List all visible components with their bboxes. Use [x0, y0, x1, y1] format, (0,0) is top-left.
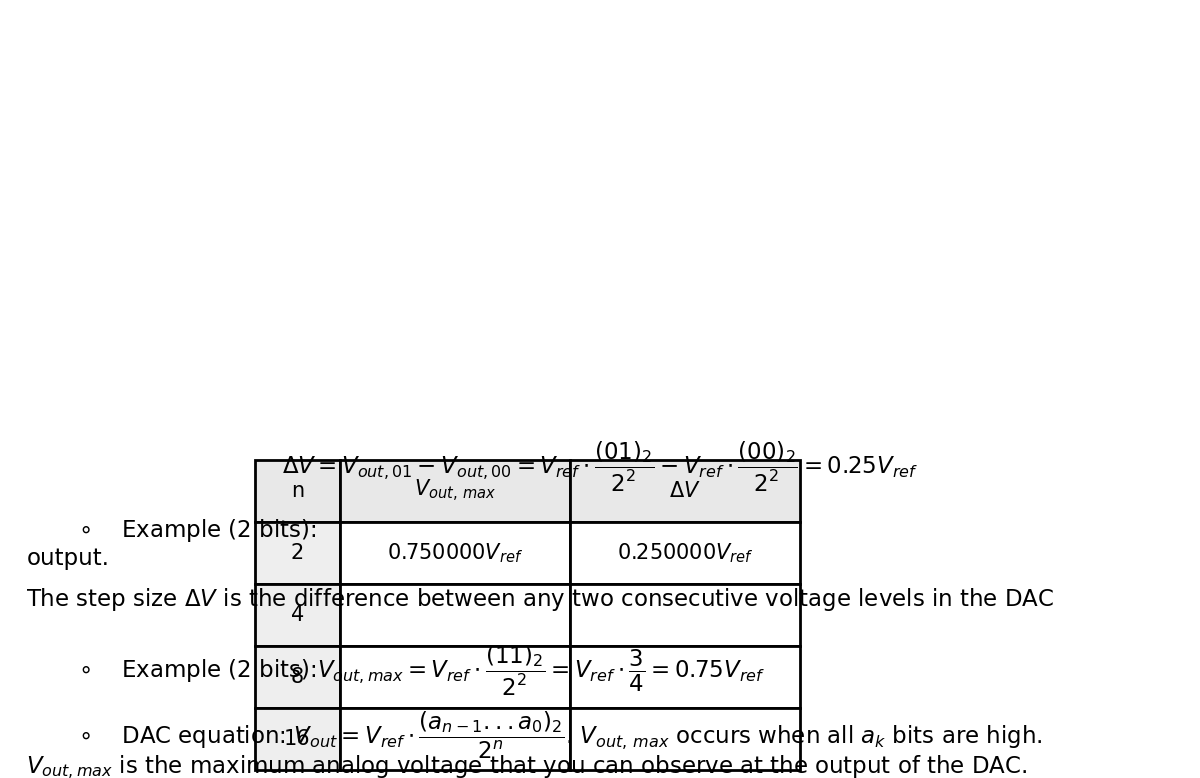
Bar: [256, 522, 340, 584]
Text: $\Delta V$: $\Delta V$: [670, 481, 701, 501]
Bar: [570, 460, 800, 522]
Bar: [570, 646, 800, 708]
Text: $\circ$    Example (2 bits):: $\circ$ Example (2 bits):: [78, 517, 317, 545]
Text: $0.250000V_{ref}$: $0.250000V_{ref}$: [617, 541, 754, 565]
Bar: [256, 708, 340, 770]
Bar: [340, 584, 570, 646]
Text: $\circ$    Example (2 bits):$V_{out,max} = V_{ref} \cdot \dfrac{(11)_2}{2^2} = V: $\circ$ Example (2 bits):$V_{out,max} = …: [78, 644, 766, 698]
Text: $\Delta V = V_{out,01} - V_{out,00} = V_{ref} \cdot \dfrac{(01)_2}{2^2} - V_{ref: $\Delta V = V_{out,01} - V_{out,00} = V_…: [282, 440, 918, 493]
Bar: [570, 708, 800, 770]
Text: n: n: [290, 481, 304, 501]
Text: 2: 2: [290, 543, 304, 563]
Bar: [256, 460, 340, 522]
Text: 16: 16: [284, 729, 311, 749]
Text: $\circ$    DAC equation: $V_{out} = V_{ref} \cdot \dfrac{(a_{n-1}...a_0)_2}{2^n}: $\circ$ DAC equation: $V_{out} = V_{ref}…: [78, 710, 1043, 761]
Text: output.: output.: [26, 547, 109, 570]
Text: $0.750000V_{ref}$: $0.750000V_{ref}$: [386, 541, 523, 565]
Bar: [256, 646, 340, 708]
Text: The step size $\Delta V$ is the difference between any two consecutive voltage l: The step size $\Delta V$ is the differen…: [26, 586, 1055, 613]
Text: $V_{out,max}$ is the maximum analog voltage that you can observe at the output o: $V_{out,max}$ is the maximum analog volt…: [26, 753, 1028, 778]
Bar: [340, 460, 570, 522]
Text: $V_{out,\, max}$: $V_{out,\, max}$: [414, 478, 496, 504]
Text: 4: 4: [290, 605, 304, 625]
Text: 8: 8: [290, 667, 304, 687]
Bar: [340, 708, 570, 770]
Bar: [256, 584, 340, 646]
Bar: [570, 522, 800, 584]
Bar: [340, 522, 570, 584]
Bar: [570, 584, 800, 646]
Bar: [340, 646, 570, 708]
